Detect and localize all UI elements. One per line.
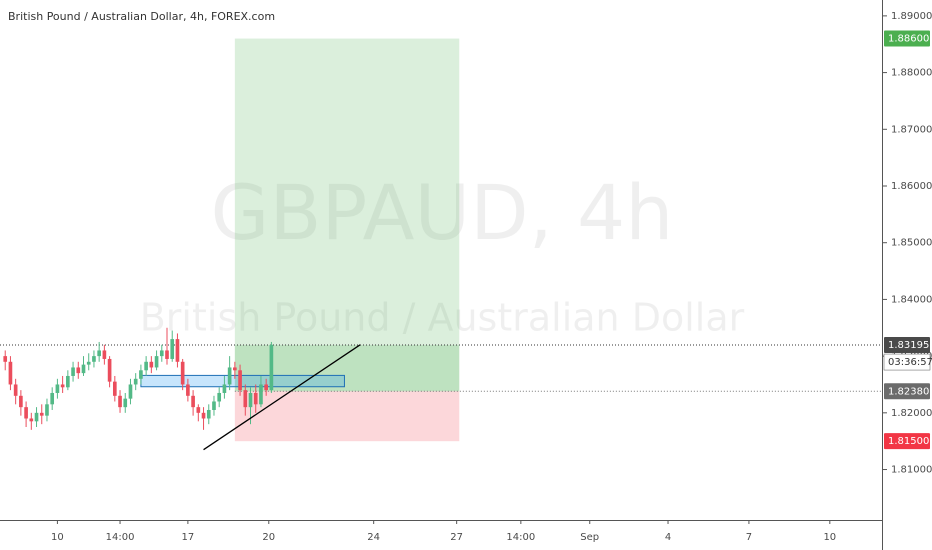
candle-body [39, 412, 44, 416]
candle-body [50, 392, 55, 405]
candle-body [243, 390, 248, 408]
candle-body [206, 409, 211, 419]
price-label: 1.81500 [888, 436, 929, 447]
candle-body [112, 381, 117, 396]
countdown-box [883, 353, 931, 371]
x-tick-label: 27 [450, 532, 463, 543]
plot-area: GBPAUD, 4h British Pound / Australian Dol… [0, 38, 882, 451]
candle-body [144, 361, 148, 371]
chart-title: British Pound / Australian Dollar, 4h, F… [8, 10, 275, 23]
candle-body [269, 344, 274, 391]
candle-body [180, 361, 185, 385]
y-tick-label: 1.89000 [891, 11, 932, 22]
price-label: 1.88600 [888, 34, 929, 45]
candle-body [253, 392, 258, 405]
y-tick-label: 1.82000 [891, 408, 932, 419]
x-tick-label: 10 [51, 532, 64, 543]
x-tick-label: 4 [665, 532, 671, 543]
candle-body [19, 395, 23, 408]
x-tick-label: 20 [262, 532, 275, 543]
candle-body [133, 378, 138, 385]
watermark-symbol: GBPAUD, 4h [211, 168, 674, 257]
candle-body [222, 384, 227, 393]
candle-body [259, 384, 263, 405]
candle-body [196, 407, 201, 413]
price-label: 1.83195 [888, 340, 929, 351]
candle-body [175, 339, 180, 362]
candle-body [13, 384, 18, 396]
candle-body [186, 384, 190, 396]
candle-body [24, 407, 28, 419]
position-stop-area [234, 391, 460, 442]
candle-body [212, 401, 216, 410]
candle-body [227, 367, 232, 385]
trendline [203, 344, 361, 451]
zone [140, 374, 345, 388]
price-label: 1.82380 [888, 386, 929, 397]
candle-body [29, 418, 34, 422]
x-tick-label: 7 [746, 532, 752, 543]
y-tick-label: 1.84000 [891, 294, 932, 305]
candle-body [81, 364, 86, 374]
candle-body [97, 350, 101, 357]
position-target-area [234, 38, 460, 392]
candle-body [201, 412, 206, 419]
candle-body [71, 367, 75, 376]
candle-body [264, 384, 268, 391]
candle-body [86, 361, 91, 365]
y-tick-label: 1.86000 [891, 181, 932, 192]
candle-body [170, 339, 175, 359]
candle-body [76, 367, 81, 374]
candle-body [233, 367, 237, 371]
candle-body [3, 356, 8, 362]
candle-body [123, 398, 128, 408]
x-tick-label: 24 [367, 532, 380, 543]
candle-body [118, 395, 122, 408]
price-label-box [884, 433, 930, 450]
candle-body [149, 361, 154, 368]
price-label-box [884, 30, 930, 47]
y-tick-label: 1.81000 [891, 465, 932, 476]
candle-body [92, 356, 96, 362]
y-tick-label: 1.85000 [891, 238, 932, 249]
x-tick-label: 14:00 [106, 532, 135, 543]
price-label-box [884, 337, 930, 354]
candle-body [217, 392, 222, 402]
candle-body [8, 361, 13, 385]
candle-body [34, 412, 39, 422]
y-tick-label: 1.87000 [891, 124, 932, 135]
x-tick-label: 17 [182, 532, 195, 543]
y-tick-label: 1.88000 [891, 68, 932, 79]
candle-body [128, 384, 133, 399]
watermark-description: British Pound / Australian Dollar [140, 296, 745, 340]
candle-body [60, 384, 65, 388]
candle-body [165, 350, 169, 359]
candle-body [102, 350, 107, 359]
candle-body [248, 392, 253, 408]
candle-body [55, 384, 60, 393]
candle-body [238, 370, 242, 391]
candle-body [154, 356, 159, 368]
candle-body [45, 404, 49, 416]
candle-body [139, 370, 143, 379]
x-tick-label: 10 [823, 532, 836, 543]
countdown: 03:36:57 [888, 357, 932, 368]
x-tick-label: 14:00 [506, 532, 535, 543]
price-label-box [884, 383, 930, 400]
candle-body [191, 395, 195, 408]
x-tick-label: Sep [580, 532, 599, 543]
candle-body [107, 358, 112, 382]
candle-body [66, 375, 70, 388]
candle-body [159, 350, 164, 357]
